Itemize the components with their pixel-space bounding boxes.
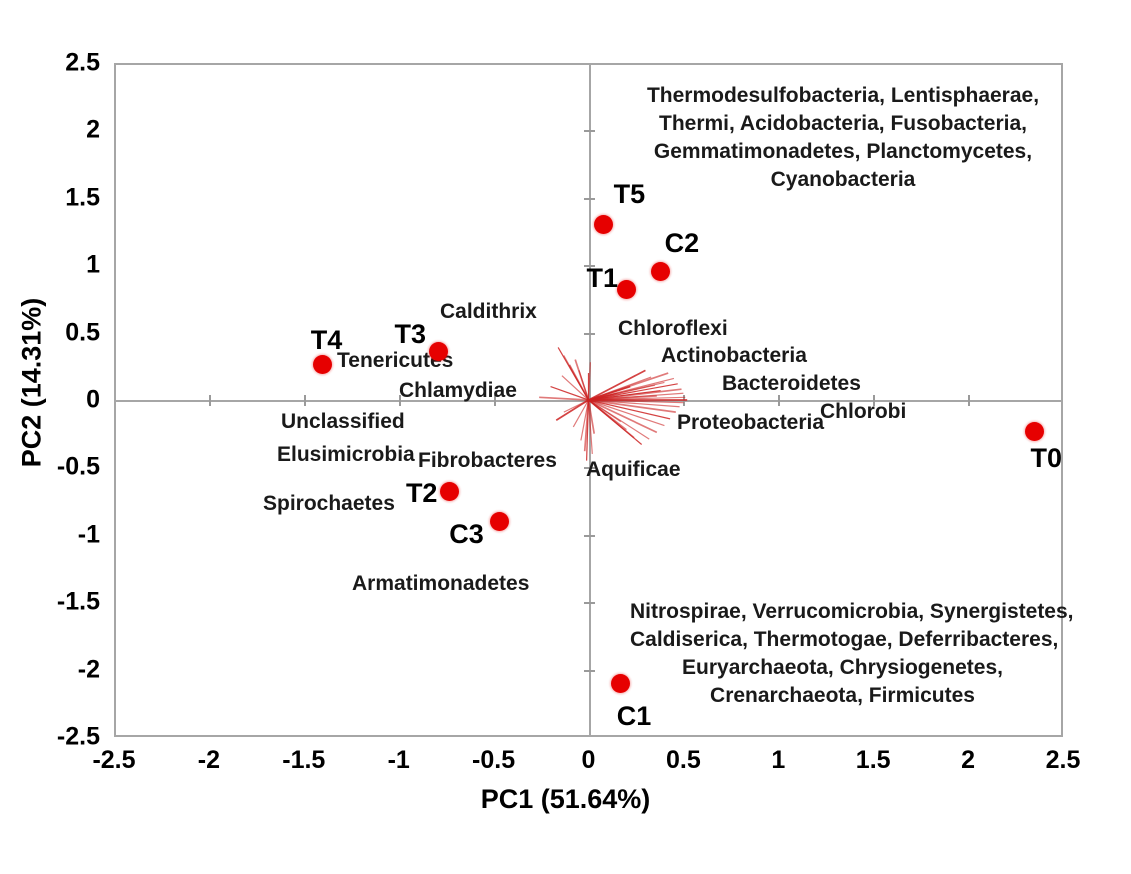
sample-point-t2[interactable] [440,482,460,502]
taxa-label: Unclassified [281,410,405,433]
y-tick-label: -2 [77,655,100,684]
y-axis-tick [583,602,595,605]
taxa-block-line: Cyanobacteria [770,167,916,191]
taxa-block-line: Euryarchaeota, Chrysiogenetes, [682,655,1003,679]
y-tick-label: -1.5 [56,587,100,616]
taxa-block-line: Nitrospirae, Verrucomicrobia, Synergiste… [630,600,1074,623]
taxa-block-line: Thermi, Acidobacteria, Fusobacteria, [659,111,1027,135]
x-axis-title: PC1 (51.64%) [480,784,651,814]
sample-label-t5: T5 [613,178,646,209]
taxa-block-line: Caldiserica, Thermotogae, Deferribactere… [630,627,1059,651]
x-axis-tick [398,395,401,406]
y-axis-tick [583,332,595,335]
taxa-label: Chloroflexi [618,317,728,340]
taxa-label: Aquificae [586,458,681,481]
sample-label-t3: T3 [394,319,427,350]
x-tick-label: -2.5 [92,746,136,774]
taxa-block-line: Thermodesulfobacteria, Lentisphaerae, [646,84,1040,107]
taxa-block-line: Gemmatimonadetes, Planctomycetes, [653,139,1033,163]
x-tick-label: -1.5 [282,746,326,774]
y-axis-tick [583,467,595,470]
sample-point-t1[interactable] [616,279,636,299]
y-tick-label: 2.5 [65,48,100,77]
sample-label-t0: T0 [1030,443,1063,473]
taxa-label: Chlamydiae [399,379,517,402]
y-axis-origin-line [588,63,591,737]
y-tick-label: 0 [86,385,100,414]
taxa-block-line: Crenarchaeota, Firmicutes [710,683,975,707]
x-tick-label: -2 [197,746,221,774]
x-tick-label: 1 [771,746,786,774]
x-tick-label: -0.5 [472,746,516,774]
sample-label-c3: C3 [449,519,484,550]
sample-label-c2: C2 [664,227,700,258]
x-axis-tick [208,395,211,406]
sample-label-t2: T2 [405,477,438,508]
sample-point-t3[interactable] [429,341,449,361]
sample-point-c1[interactable] [611,673,631,693]
x-axis-tick [493,395,496,406]
sample-label-c1: C1 [616,701,652,732]
x-axis-tick [303,395,306,406]
x-axis-tick [683,395,686,406]
x-axis-tick [968,395,971,406]
x-tick-label: 0 [581,746,596,774]
taxa-label: Caldithrix [440,300,537,323]
x-axis-tick [873,395,876,406]
sample-point-t5[interactable] [594,215,614,235]
y-tick-label: -1 [77,520,100,549]
sample-label-t4: T4 [310,324,343,355]
y-axis-tick [583,669,595,672]
y-axis-tick [583,534,595,537]
sample-point-t0[interactable] [1025,421,1045,441]
x-tick-label: 1.5 [855,746,891,774]
taxa-label: Actinobacteria [661,344,807,367]
lower-right-taxa-block: Nitrospirae, Verrucomicrobia, Synergiste… [630,598,1074,710]
sample-point-t4[interactable] [313,355,333,375]
y-tick-label: 1.5 [65,183,100,212]
x-tick-label: 2.5 [1045,746,1081,774]
y-tick-label: 1 [86,250,100,279]
taxa-label: Chlorobi [820,400,907,423]
y-tick-label: -0.5 [56,452,100,481]
y-axis-tick [583,265,595,268]
x-tick-label: -1 [387,746,410,774]
y-axis-tick [583,130,595,133]
sample-point-c2[interactable] [651,262,671,282]
y-axis-tick [583,197,595,200]
x-axis-tick [778,395,781,406]
taxa-label: Elusimicrobia [277,443,415,466]
taxa-label: Bacteroidetes [722,372,861,395]
taxa-label: Proteobacteria [677,411,825,434]
y-tick-label: 2 [86,115,100,144]
taxa-label: Fibrobacteres [418,449,557,472]
sample-point-c3[interactable] [489,511,509,531]
taxa-label: Spirochaetes [263,492,395,515]
y-axis-title: PC2 (14.31%) [16,297,47,468]
y-tick-label: -2.5 [56,722,100,751]
upper-right-taxa-block: Thermodesulfobacteria, Lentisphaerae, The… [633,82,1053,194]
sample-label-t1: T1 [586,263,618,294]
y-tick-label: 0.5 [65,318,100,347]
x-tick-label: 0.5 [666,746,701,774]
x-tick-label: 2 [961,746,976,774]
taxa-label: Tenericutes [337,349,454,372]
taxa-label: Armatimonadetes [352,572,530,595]
